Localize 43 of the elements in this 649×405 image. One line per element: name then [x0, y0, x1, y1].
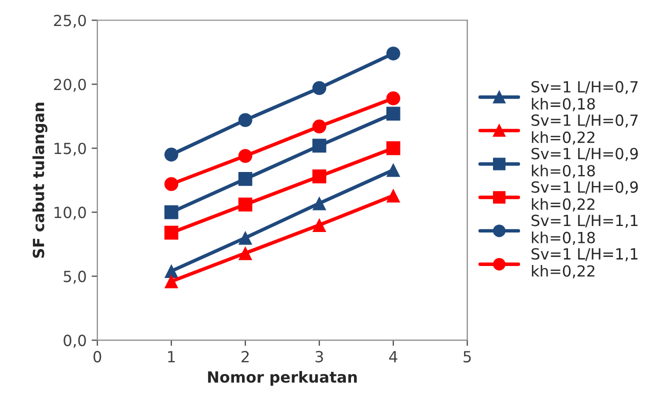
point	[238, 113, 252, 128]
point	[312, 196, 326, 210]
legend-label: Sv=1 L/H=1,1 kh=0,22	[532, 248, 638, 278]
legend-label: Sv=1 L/H=0,7 kh=0,18	[532, 80, 638, 112]
y-tick-label: 5,0	[64, 270, 86, 284]
x-tick-label: 1	[168, 351, 175, 362]
point	[386, 91, 400, 106]
x-tick-label: 0	[93, 350, 102, 362]
y-tick-label: 0,0	[64, 334, 86, 348]
legend-label: Sv=1 L/H=0,9 kh=0,22	[532, 181, 638, 212]
y-tick-label: 20,0	[54, 78, 86, 92]
y-tick-label: 25,0	[54, 14, 86, 28]
legend-label: Sv=1 L/H=0,9 kh=0,18	[532, 148, 638, 178]
point	[386, 141, 400, 156]
point	[238, 246, 252, 260]
y-tick-label: 15,0	[54, 142, 86, 156]
x-axis-title: Nomor perkuatan	[208, 370, 357, 386]
point	[164, 148, 178, 162]
point	[238, 148, 252, 163]
x-tick-label: 3	[316, 350, 323, 362]
point	[312, 169, 326, 184]
point	[312, 120, 326, 134]
legend-label: Sv=1 L/H=0,7 kh=0,22	[532, 114, 638, 145]
point	[386, 46, 400, 60]
point	[164, 274, 178, 288]
point	[238, 198, 252, 212]
point	[164, 177, 178, 192]
point	[312, 138, 326, 153]
x-tick-label: 5	[464, 351, 471, 362]
legend-label: Sv=1 L/H=1,1 kh=0,18	[532, 214, 638, 245]
point	[238, 230, 252, 245]
point	[386, 163, 400, 177]
x-tick-label: 2	[242, 350, 249, 362]
y-tick-label: 10,0	[54, 206, 86, 220]
point	[164, 226, 178, 240]
y-axis-title: SF cabut tulangan	[32, 102, 48, 258]
x-tick-label: 4	[389, 351, 398, 362]
point	[386, 188, 400, 203]
point	[386, 106, 400, 121]
point	[164, 205, 178, 220]
point	[312, 218, 326, 232]
point	[238, 172, 252, 186]
point	[312, 81, 326, 96]
